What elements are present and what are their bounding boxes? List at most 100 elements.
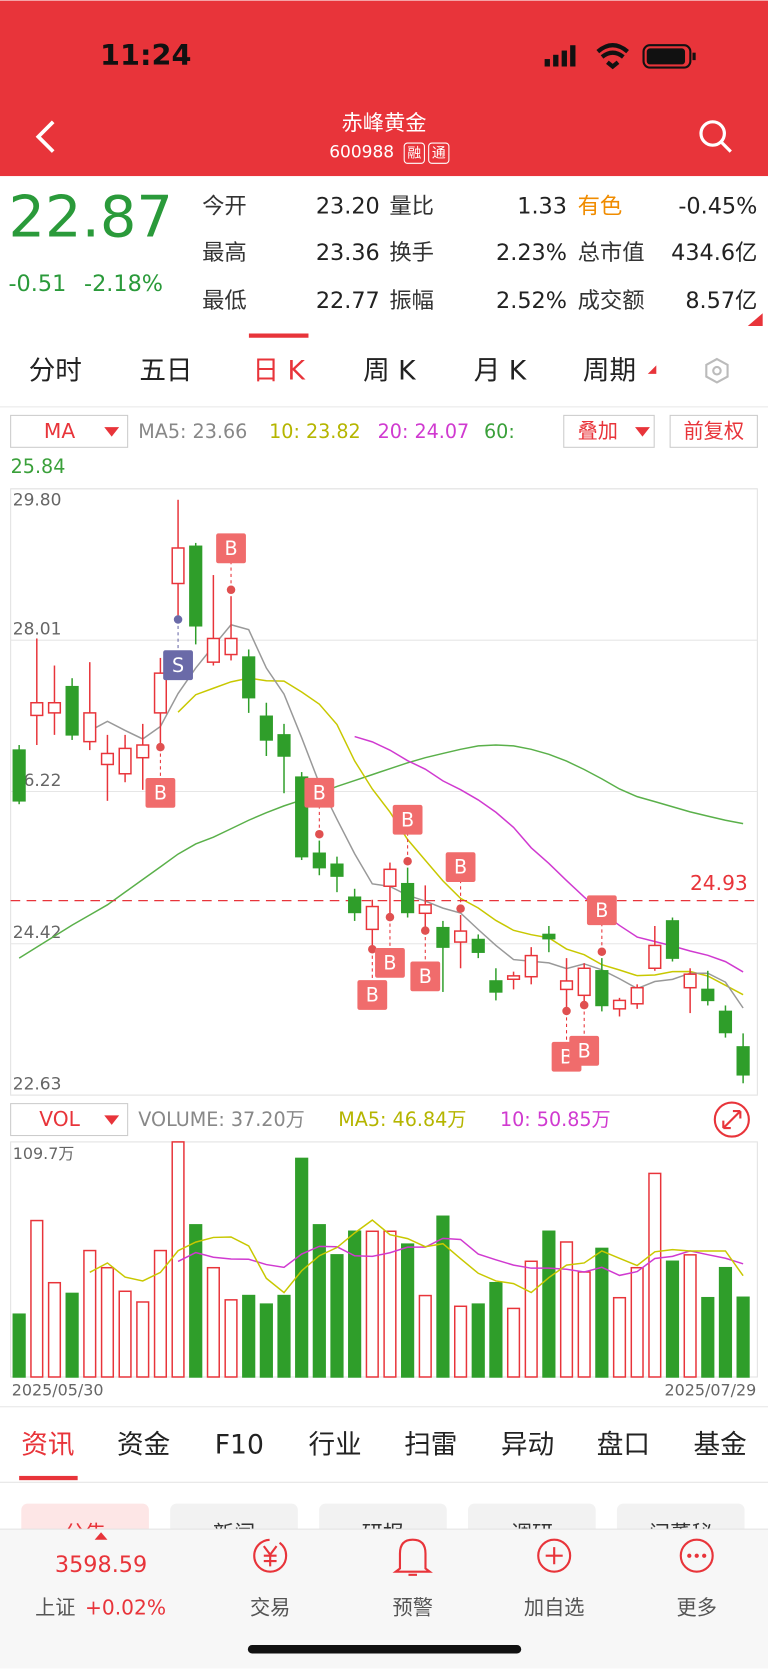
volume-bar	[595, 1247, 609, 1378]
trade-icon	[253, 1538, 288, 1573]
up-arrow	[94, 1532, 108, 1540]
volume-bar	[683, 1254, 697, 1378]
volume-bar	[171, 1141, 185, 1378]
header-bg	[0, 0, 768, 177]
volume-bar	[665, 1260, 680, 1378]
signal-dot	[579, 1000, 589, 1010]
signal-box	[445, 852, 476, 883]
search-button[interactable]	[699, 120, 726, 147]
info-tab[interactable]: 资金	[117, 1430, 170, 1461]
price-change: -0.51	[9, 271, 67, 297]
volume-bar	[242, 1294, 256, 1378]
candle-body	[83, 712, 97, 743]
info-tab[interactable]: F10	[215, 1430, 264, 1461]
candle-body	[401, 882, 415, 914]
candle-body	[418, 904, 432, 915]
adjust-button[interactable]	[669, 414, 758, 448]
adjust-label: 前复权	[683, 419, 744, 443]
settings-button[interactable]	[705, 357, 729, 384]
volume-bar	[295, 1157, 309, 1378]
vol-ma10-line	[177, 1237, 744, 1277]
period-tab[interactable]: 五日	[139, 355, 192, 386]
index-name: 上证	[35, 1595, 75, 1619]
plus-glyph	[545, 1547, 563, 1565]
candle-body	[30, 701, 44, 717]
status-time: 11:24	[100, 38, 191, 72]
candle-body	[189, 545, 203, 627]
y-tick-label: 109.7万	[13, 1144, 75, 1163]
period-arrow	[647, 365, 657, 374]
candle-body	[436, 926, 450, 948]
stat-value: 23.20	[316, 193, 380, 219]
signal-dot	[315, 829, 324, 839]
footer-action[interactable]: 预警	[393, 1595, 433, 1619]
signal-box	[392, 804, 423, 835]
info-tab[interactable]: 基金	[694, 1430, 747, 1461]
fullscreen-icon	[722, 1110, 742, 1130]
candle-body	[471, 938, 485, 953]
footer-action[interactable]: 交易	[250, 1595, 290, 1619]
volume-bar	[30, 1219, 44, 1378]
period-tab[interactable]: 月 K	[474, 355, 527, 386]
fullscreen-button[interactable]	[713, 1101, 750, 1138]
volume-bar	[471, 1303, 485, 1378]
vol-ma5-label: MA5: 46.84万	[338, 1108, 466, 1131]
footer-action[interactable]: 更多	[677, 1595, 717, 1619]
signal-label: B	[383, 951, 396, 974]
ma60-value: 25.84	[11, 455, 66, 478]
vol-ma5-line	[89, 1219, 744, 1294]
vol-selector[interactable]	[10, 1103, 129, 1137]
candle-body	[206, 637, 220, 663]
footer-actions: 交易 预警 加自选 更多	[250, 1595, 717, 1619]
signal-box	[375, 947, 405, 978]
info-tab[interactable]: 盘口	[597, 1430, 650, 1461]
volume-chart: 109.7万	[10, 1141, 758, 1378]
signal-label: B	[454, 856, 467, 879]
trade-glyph	[262, 1545, 278, 1567]
candle-body	[665, 920, 680, 959]
signal-icon	[544, 45, 576, 67]
period-tab[interactable]: 分时	[29, 355, 82, 386]
index-value[interactable]: 3598.59	[55, 1552, 147, 1578]
volume-bar	[224, 1299, 238, 1378]
signal-label: B	[595, 899, 608, 922]
stat-value: -0.45%	[678, 193, 757, 219]
period-tab[interactable]: 周期	[583, 355, 636, 386]
volume-bar	[718, 1266, 733, 1378]
info-tab[interactable]: 异动	[501, 1430, 554, 1461]
signal-label: B	[224, 537, 237, 560]
badge: 通	[432, 146, 446, 162]
vol-ma10-label: 10: 50.85万	[500, 1108, 611, 1131]
back-button[interactable]	[35, 120, 55, 153]
period-tabs: 分时 五日 日 K 周 K 月 K 周期	[29, 355, 636, 386]
signal-box	[569, 1035, 600, 1066]
tab-underline	[19, 1475, 78, 1481]
candle-body	[736, 1046, 750, 1076]
volume-bar	[418, 1294, 432, 1378]
price-line-label: 24.93	[690, 871, 748, 895]
signal-box	[216, 533, 246, 564]
badge-box	[403, 142, 425, 164]
volume-bar	[577, 1271, 591, 1378]
signal-box	[163, 650, 193, 681]
footer-action[interactable]: 加自选	[524, 1595, 585, 1619]
signal-label: B	[154, 781, 167, 804]
price-change-pct: -2.18%	[84, 271, 163, 297]
info-tab[interactable]: 行业	[308, 1430, 361, 1461]
signal-dot	[562, 1006, 571, 1016]
candle-body	[365, 905, 379, 931]
info-tab[interactable]: 资讯	[21, 1430, 74, 1461]
candle-body	[718, 1010, 733, 1034]
volume-bar	[277, 1294, 291, 1378]
candle-body	[65, 685, 79, 736]
badge: 融	[407, 146, 421, 162]
period-tab[interactable]: 周 K	[363, 355, 416, 386]
volume-bar	[65, 1292, 79, 1378]
candle-body	[506, 975, 521, 981]
volume-bar	[259, 1303, 273, 1378]
end-date: 2025/07/29	[664, 1380, 756, 1399]
period-tab[interactable]: 日 K	[252, 355, 305, 386]
expand-corner[interactable]	[747, 313, 763, 327]
info-tab[interactable]: 扫雷	[404, 1430, 457, 1461]
